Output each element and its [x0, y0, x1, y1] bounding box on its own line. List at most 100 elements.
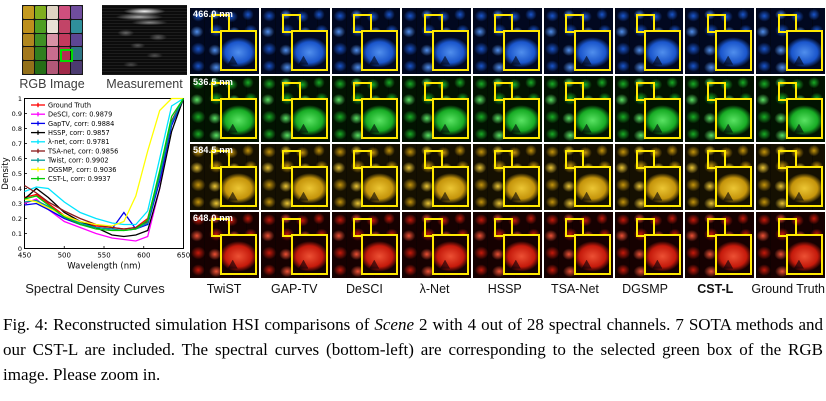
rgb-mosaic-cube-5 [23, 19, 34, 33]
rgb-mosaic-cube-12 [47, 33, 58, 47]
svg-text:0.4: 0.4 [12, 185, 22, 193]
cube-hole [793, 191, 804, 201]
cube-hole [440, 259, 451, 269]
method-label-CST-L: CST-L [697, 282, 734, 296]
cube-hole [510, 191, 521, 201]
hsi-cell-536.5nm-GAP-TV [260, 76, 330, 142]
svg-text:0.2: 0.2 [12, 215, 22, 223]
zoom-inset-box [432, 234, 470, 275]
rgb-mosaic-cube-19 [71, 47, 82, 61]
svg-text:0: 0 [18, 245, 22, 253]
wavelength-label: 536.5 nm [193, 77, 234, 87]
hsi-cell-648.0nm-GAP-TV [260, 212, 330, 278]
zoom-inset-box [219, 98, 257, 139]
zoom-inset-box [432, 98, 470, 139]
rgb-mosaic-cube-20 [23, 61, 34, 74]
zoom-inset-box [786, 30, 823, 71]
rgb-mosaic-cube-7 [47, 19, 58, 33]
rgb-mosaic-cube-10 [23, 33, 34, 47]
caption-prefix: Fig. 4: Reconstructed simulation HSI com… [3, 315, 375, 334]
measurement-thumbnail [102, 5, 187, 75]
method-labels-row: TwiST GAP-TV DeSCI λ-Net HSSP TSA-Net DGSMP CST… [190, 282, 825, 296]
method-label-DGSMP: DGSMP [622, 282, 668, 296]
zoom-inset-box [573, 166, 611, 207]
zoom-inset-box [644, 98, 682, 139]
zoom-inset-box [432, 166, 470, 207]
series-line-DGSMP, corr: 0.9036 [24, 97, 184, 227]
cube-hole [298, 191, 309, 201]
method-label-HSSP: HSSP [487, 282, 522, 296]
cube-hole [652, 191, 663, 201]
rgb-mosaic-cube-24 [71, 61, 82, 74]
svg-text:550: 550 [97, 252, 110, 260]
rgb-mosaic-cube-22 [47, 61, 58, 74]
hsi-cell-466.0nm-DGSMP [614, 8, 684, 74]
green-selection-box [60, 49, 73, 62]
zoom-inset-box [290, 166, 328, 207]
cube-hole [369, 259, 380, 269]
svg-text:0.6: 0.6 [12, 155, 22, 163]
legend-entry-DGSMP, corr: 0.9036: DGSMP, corr: 0.9036 [48, 166, 116, 174]
hsi-cell-466.0nm-λ-Net [402, 8, 472, 74]
zoom-inset-box [644, 30, 682, 71]
zoom-inset-box [290, 98, 328, 139]
spectral-density-plot: 0 0.1 0.2 0.3 0.4 0.5 0.6 0.7 0.8 0.9 1 450 500 550 60… [1, 95, 190, 272]
hsi-cell-466.0nm-DeSCI [331, 8, 401, 74]
caption-suffix: 2 with 4 out of 28 spectral channels. 7 … [3, 315, 823, 384]
cube-hole [723, 191, 734, 201]
method-label-TwiST: TwiST [206, 282, 242, 296]
hsi-cell-536.5nm-DeSCI [331, 76, 401, 142]
cube-hole [227, 123, 238, 133]
legend-entry-λ-net, corr: 0.9781: λ-net, corr: 0.9781 [48, 138, 110, 146]
cube-hole [652, 123, 663, 133]
figure-caption: Fig. 4: Reconstructed simulation HSI com… [3, 312, 823, 387]
series-line-HSSP, corr: 0.9857 [24, 98, 185, 238]
series-line-λ-net, corr: 0.9781 [24, 97, 184, 226]
cube-hole [369, 55, 380, 65]
svg-text:0.5: 0.5 [12, 170, 22, 178]
svg-text:450: 450 [18, 252, 31, 260]
hsi-cell-536.5nm-TSA-Net [543, 76, 613, 142]
hsi-cell-536.5nm-CST-L [685, 76, 755, 142]
hsi-cell-466.0nm-Ground Truth [756, 8, 825, 74]
rgb-mosaic-cube-3 [59, 6, 70, 19]
cube-hole [298, 259, 309, 269]
series-line-Twist, corr: 0.9902 [24, 98, 185, 232]
svg-text:500: 500 [58, 252, 71, 260]
hsi-cell-584.5nm-DGSMP [614, 144, 684, 210]
cube-hole [581, 259, 592, 269]
hsi-cell-584.5nm-TSA-Net [543, 144, 613, 210]
cube-hole [793, 259, 804, 269]
legend-entry-HSSP, corr: 0.9857: HSSP, corr: 0.9857 [48, 129, 110, 137]
hsi-cell-536.5nm-Ground Truth [756, 76, 825, 142]
wavelength-label: 648.0 nm [193, 213, 234, 223]
cube-hole [793, 123, 804, 133]
rgb-image-label: RGB Image [19, 77, 85, 91]
hsi-cell-584.5nm-DeSCI [331, 144, 401, 210]
hsi-cell-648.0nm-TSA-Net [543, 212, 613, 278]
x-axis-label: Wavelength (nm) [67, 262, 140, 272]
zoom-inset-box [715, 98, 753, 139]
hsi-cell-466.0nm-TwiST: 466.0 nm [190, 8, 259, 74]
method-label-Ground Truth: Ground Truth [751, 282, 825, 296]
legend-entry-CST-L, corr: 0.9937: CST-L, corr: 0.9937 [48, 175, 111, 183]
method-label-TSA-Net: TSA-Net [550, 282, 599, 296]
rgb-mosaic-cube-2 [47, 6, 58, 19]
cube-hole [652, 259, 663, 269]
hsi-comparison-grid: 466.0 nm 536.5 nm 584.5 nm 648.0 nm [190, 8, 825, 278]
hsi-cell-584.5nm-CST-L [685, 144, 755, 210]
rgb-cube-mosaic [23, 6, 82, 74]
cube-hole [510, 259, 521, 269]
svg-text:0.3: 0.3 [12, 200, 22, 208]
hsi-cell-648.0nm-λ-Net [402, 212, 472, 278]
zoom-inset-box [573, 98, 611, 139]
cube-hole [227, 259, 238, 269]
cube-hole [581, 191, 592, 201]
plot-caption: Spectral Density Curves [25, 281, 165, 296]
cube-hole [298, 55, 309, 65]
wavelength-label: 466.0 nm [193, 9, 234, 19]
y-axis-label: Density [1, 157, 11, 189]
zoom-inset-box [786, 98, 823, 139]
zoom-inset-box [219, 30, 257, 71]
